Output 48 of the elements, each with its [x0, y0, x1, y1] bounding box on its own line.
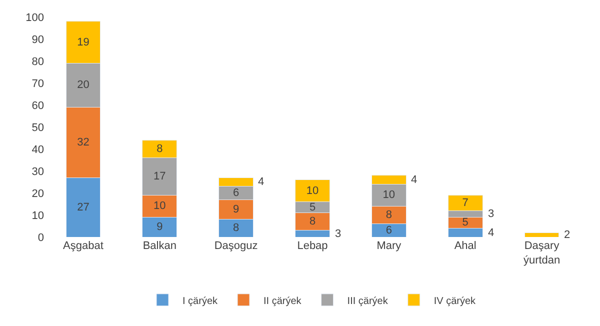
x-tick-label: Lebap [297, 240, 328, 252]
data-label: 20 [77, 79, 90, 92]
bar [524, 232, 560, 237]
data-label: 9 [233, 204, 240, 216]
y-tick-label: 90 [32, 34, 44, 46]
data-label: 6 [233, 187, 240, 199]
data-label: 3 [488, 208, 494, 220]
data-label: 2 [564, 229, 570, 241]
data-label: 4 [488, 227, 494, 239]
data-label: 7 [462, 196, 468, 209]
y-tick-label: 40 [32, 144, 44, 156]
data-label: 5 [462, 216, 468, 229]
data-label: 17 [154, 170, 166, 182]
y-tick-label: 0 [38, 232, 44, 244]
y-tick-label: 20 [32, 188, 44, 200]
data-label: 8 [309, 216, 316, 228]
x-tick-label: Ahal [454, 240, 476, 252]
y-tick-label: 10 [32, 210, 44, 222]
x-tick-label: Daşoguz [214, 240, 258, 252]
data-label: 8 [156, 143, 163, 155]
legend-label: I çärýek [182, 296, 219, 307]
data-label: 8 [233, 222, 240, 234]
legend-label: II çärýek [264, 296, 302, 307]
legend-label: III çärýek [347, 296, 389, 307]
data-label: 6 [386, 224, 392, 236]
y-tick-label: 80 [32, 56, 44, 68]
y-tick-label: 60 [32, 100, 44, 112]
y-tick-label: 100 [26, 12, 44, 24]
data-label: 9 [156, 221, 163, 234]
data-label: 19 [77, 36, 90, 48]
y-tick-label: 50 [32, 122, 44, 134]
x-tick-label: Aşgabat [63, 240, 104, 252]
data-label: 27 [77, 201, 90, 214]
data-label: 32 [77, 136, 90, 148]
data-label: 10 [382, 189, 396, 202]
x-tick-label: Mary [376, 240, 402, 252]
data-label: 10 [306, 184, 319, 197]
x-tick-label: Balkan [142, 240, 176, 252]
legend-label: IV çärýek [434, 296, 477, 307]
data-label: 8 [386, 209, 392, 221]
y-tick-label: 30 [32, 166, 44, 178]
data-label: 4 [411, 174, 418, 186]
data-label: 3 [335, 228, 342, 240]
y-tick-label: 70 [32, 78, 44, 90]
data-label: 4 [258, 176, 264, 188]
data-label: 5 [309, 201, 316, 214]
x-tick-label: Daşary ýurtdan [523, 240, 560, 266]
data-label: 10 [154, 200, 166, 212]
